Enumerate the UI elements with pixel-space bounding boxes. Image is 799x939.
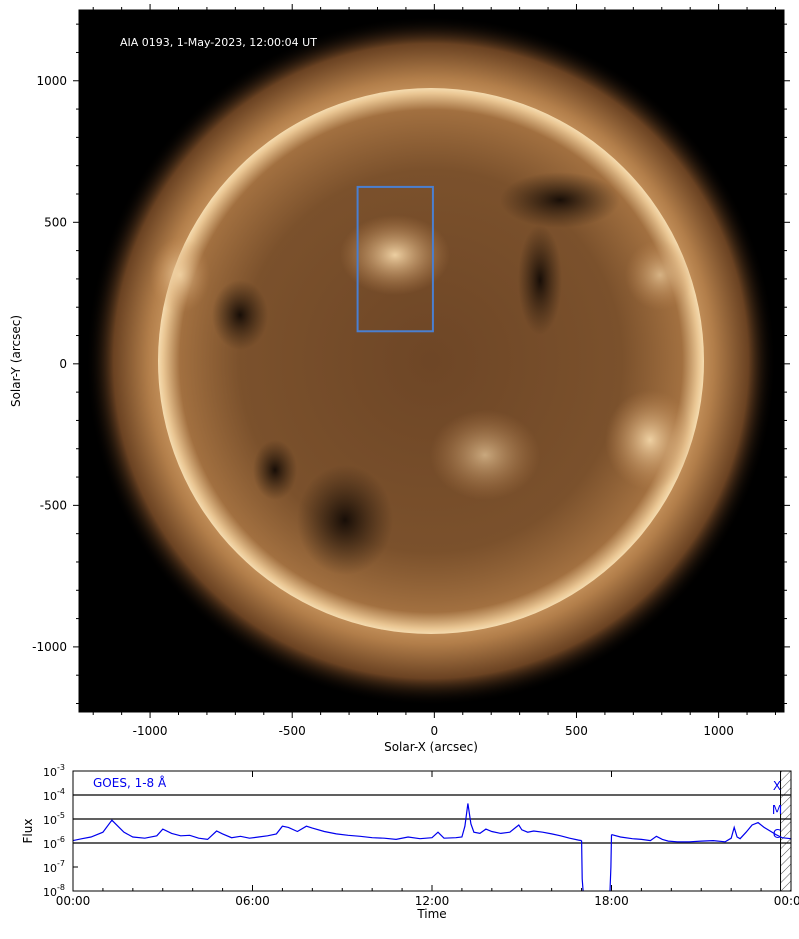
image-x-tick-label: -500 <box>279 724 306 738</box>
solar-image-panel: AIA 0193, 1-May-2023, 12:00:04 UT -1000-… <box>9 4 790 754</box>
goes-y-tick-label: 10 <box>43 766 57 779</box>
active-region-east <box>605 390 695 490</box>
goes-y-tick-exponent: -7 <box>57 859 65 868</box>
image-y-tick-label: -500 <box>40 498 67 512</box>
goes-y-tick-exponent: -3 <box>57 763 65 772</box>
goes-flux-panel: XMC GOES, 1-8 Å 00:00 06:00 12:00 18:00 00:0… <box>21 763 799 921</box>
image-x-axis-label: Solar-X (arcsec) <box>384 740 478 754</box>
image-annotation: AIA 0193, 1-May-2023, 12:00:04 UT <box>120 36 317 49</box>
coronal-hole-northeast <box>518 225 562 335</box>
image-ticks: -1000 -500 0 500 1000 -1000 -500 0 500 1000 <box>32 4 790 738</box>
active-region-north <box>340 215 450 295</box>
image-x-tick-label: -1000 <box>133 724 168 738</box>
goes-y-tick-exponent: -8 <box>57 883 65 892</box>
sun-image <box>86 16 776 706</box>
goes-y-tick-exponent: -6 <box>57 835 65 844</box>
image-x-tick-label: 500 <box>565 724 588 738</box>
goes-y-tick-label: 10 <box>43 886 57 899</box>
active-region-center <box>430 410 540 500</box>
coronal-hole-west <box>212 280 268 350</box>
coronal-hole-southwest <box>253 440 297 500</box>
goes-x-tick-label: 12:00 <box>415 894 450 908</box>
goes-x-tick-label: 00:00 <box>56 894 91 908</box>
goes-class-labels: XMC <box>772 779 782 841</box>
region-of-interest-box <box>356 185 434 333</box>
goes-hatched-region <box>780 771 791 891</box>
image-x-tick-label: 0 <box>431 724 439 738</box>
coronal-hole-north <box>500 172 620 228</box>
goes-flux-line <box>581 840 584 891</box>
image-x-tick-label: 1000 <box>703 724 734 738</box>
goes-flux-line <box>73 803 582 842</box>
goes-class-lines <box>73 771 791 891</box>
solar-disk <box>158 88 704 634</box>
goes-y-tick-label: 10 <box>43 838 57 851</box>
goes-flux-line <box>609 834 613 891</box>
image-y-tick-label: 0 <box>59 357 67 371</box>
goes-x-axis-label: Time <box>416 907 446 921</box>
goes-y-tick-exponent: -5 <box>57 811 65 820</box>
active-region-west-limb <box>150 237 210 313</box>
goes-background <box>73 771 791 891</box>
image-y-tick-label: 500 <box>44 215 67 229</box>
goes-y-tick-label: 10 <box>43 862 57 875</box>
goes-y-tick-label: 10 <box>43 814 57 827</box>
goes-flux-line <box>611 821 791 843</box>
image-y-tick-label: -1000 <box>32 640 67 654</box>
goes-x-tick-label: 18:00 <box>594 894 629 908</box>
coronal-hole-south <box>297 465 393 575</box>
image-y-tick-label: 1000 <box>36 74 67 88</box>
goes-class-label: C <box>773 827 781 841</box>
goes-y-tick-label: 10 <box>43 790 57 803</box>
goes-x-tick-label: 06:00 <box>235 894 270 908</box>
image-y-axis-label: Solar-Y (arcsec) <box>9 315 23 407</box>
goes-series <box>73 803 791 891</box>
active-region-east-limb <box>625 240 695 310</box>
goes-class-label: M <box>772 803 782 817</box>
goes-ticks: 00:0006:0012:0018:0000:0010-810-710-610-… <box>43 763 799 908</box>
image-frame <box>78 9 785 713</box>
goes-class-label: X <box>773 779 781 793</box>
goes-annotation: GOES, 1-8 Å <box>93 775 167 790</box>
goes-y-tick-exponent: -4 <box>57 787 65 796</box>
goes-x-tick-label: 00:00 <box>774 894 799 908</box>
goes-y-axis-label: Flux <box>21 819 35 844</box>
